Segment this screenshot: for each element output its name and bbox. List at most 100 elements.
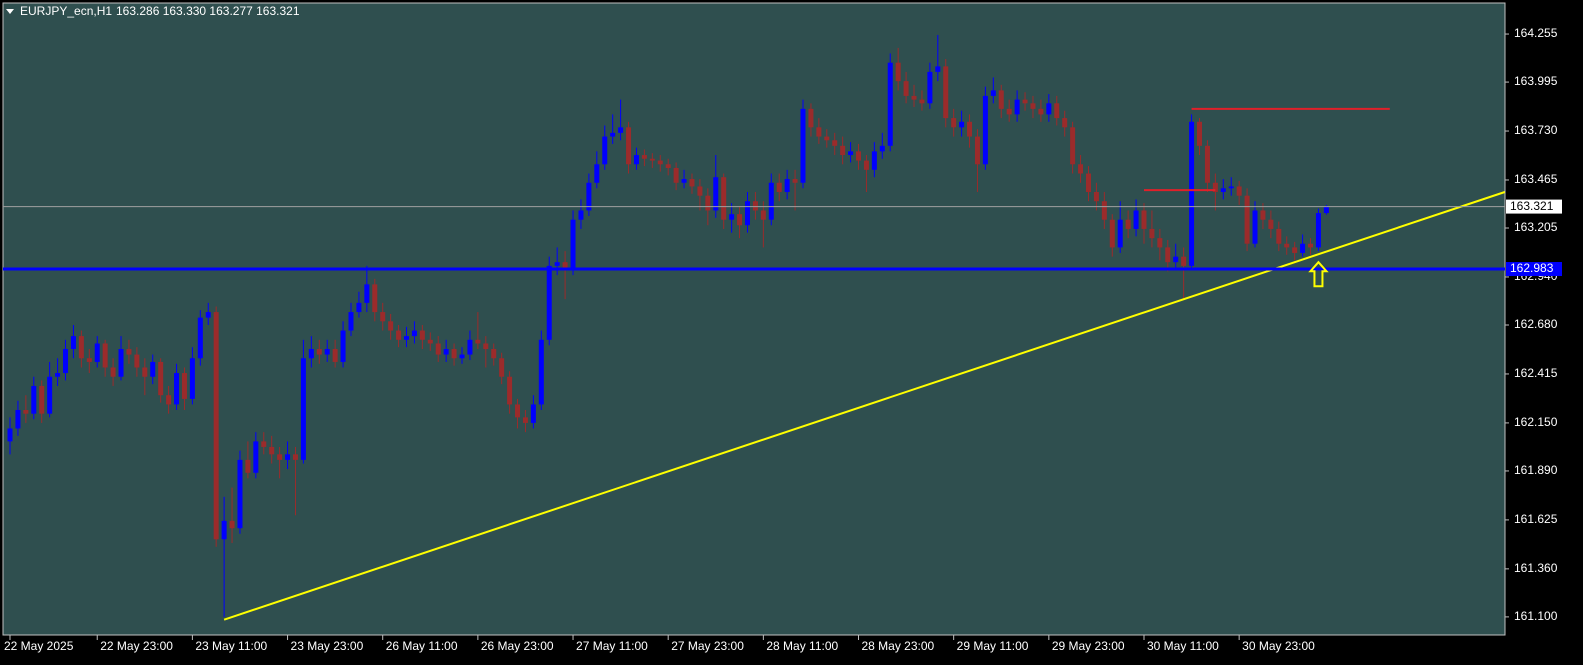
candle-body [300, 358, 306, 460]
x-tick-label: 29 May 23:00 [1052, 639, 1125, 653]
candle-body [380, 312, 386, 322]
candle-body [618, 127, 624, 133]
candle-body [871, 151, 877, 170]
candle-body [102, 343, 108, 368]
candle-body [491, 349, 497, 359]
candle-body [1173, 256, 1179, 263]
x-tick-label: 26 May 23:00 [481, 639, 554, 653]
candle-body [729, 214, 735, 220]
y-tick-label: 163.995 [1514, 74, 1558, 88]
candle-body [31, 385, 37, 414]
candle-body [55, 373, 61, 377]
candle-body [848, 151, 854, 156]
candle-body [411, 330, 417, 337]
candle-body [181, 373, 187, 399]
candle-body [435, 343, 441, 355]
candle-body [340, 330, 346, 362]
candle-body [863, 160, 869, 170]
candle-body [1197, 121, 1202, 146]
candle-body [1006, 108, 1012, 115]
arrow [1308, 260, 1329, 288]
candle-body [737, 214, 743, 226]
candle-body [356, 302, 362, 313]
candle-body [213, 312, 219, 540]
candle-body [1157, 238, 1163, 248]
candle-body [7, 428, 13, 442]
y-tick-label: 163.730 [1514, 123, 1558, 137]
candle-body [768, 182, 774, 220]
y-tick-label: 163.205 [1514, 220, 1558, 234]
candle-body [285, 454, 291, 460]
candle-body [586, 182, 592, 211]
candle-body [372, 284, 378, 313]
candle-body [47, 376, 53, 414]
candle-body [967, 121, 973, 137]
candle-body [1070, 127, 1076, 165]
candle-body [507, 376, 513, 405]
candle-body [1062, 118, 1068, 128]
y-tick-label: 161.100 [1514, 609, 1558, 623]
candle-body [594, 164, 600, 183]
candle-body [308, 349, 314, 359]
candle-body [974, 136, 980, 165]
candle-body [1212, 182, 1218, 192]
candle-body [118, 349, 124, 377]
candle-body [1228, 186, 1234, 189]
candle-body [673, 167, 679, 183]
candle-body [1220, 188, 1226, 192]
candle-body [792, 179, 798, 183]
candle-body [467, 339, 473, 355]
y-tick-label: 162.680 [1514, 317, 1558, 331]
candle-body [1323, 206, 1329, 214]
candle-body [943, 66, 949, 119]
candle-body [721, 177, 727, 220]
candle-body [1300, 243, 1306, 253]
candle-body [760, 210, 766, 220]
candle-body [1117, 219, 1123, 248]
x-tick-label: 23 May 11:00 [195, 639, 267, 653]
candle-body [221, 520, 227, 540]
candle-body [1284, 243, 1290, 248]
candle-body [990, 90, 996, 96]
candle-body [649, 158, 655, 161]
price-label-box [1506, 199, 1562, 214]
candle-body [1149, 228, 1155, 239]
candle-body [538, 339, 544, 405]
candle-body [1078, 164, 1084, 174]
candle-body [1268, 219, 1274, 229]
candle-body [459, 354, 465, 359]
candle-body [951, 118, 957, 128]
candle-body [1054, 103, 1060, 119]
x-tick-label: 26 May 11:00 [386, 639, 458, 653]
candle-body [903, 81, 909, 96]
candle-body [689, 179, 695, 187]
x-tick-label: 27 May 11:00 [576, 639, 648, 653]
candle-body [832, 140, 838, 146]
candle-body [570, 219, 576, 270]
candle-body [1014, 99, 1020, 115]
candle-body [166, 395, 172, 405]
trendline [223, 191, 1506, 621]
candle-body [253, 441, 259, 473]
candle-body [824, 136, 830, 141]
candle-body [245, 459, 251, 473]
candle-body [1315, 213, 1321, 248]
candle-body [269, 446, 275, 455]
candle-body [261, 441, 267, 447]
candle-body [840, 145, 846, 156]
y-tick-label: 162.415 [1514, 366, 1558, 380]
x-tick-label: 22 May 2025 [4, 639, 74, 653]
candle-body [697, 186, 703, 196]
candle-body [879, 145, 885, 152]
candle-body [1030, 103, 1036, 109]
y-tick-label: 161.360 [1514, 561, 1558, 575]
candle-body [316, 349, 322, 355]
candle-body [483, 343, 489, 350]
candle-body [499, 358, 505, 377]
candle-body [522, 417, 528, 423]
x-tick-label: 28 May 11:00 [766, 639, 838, 653]
candle-body [1204, 145, 1210, 183]
candle-body [451, 349, 457, 359]
candle-body [1260, 210, 1266, 220]
candle-body [94, 343, 100, 362]
